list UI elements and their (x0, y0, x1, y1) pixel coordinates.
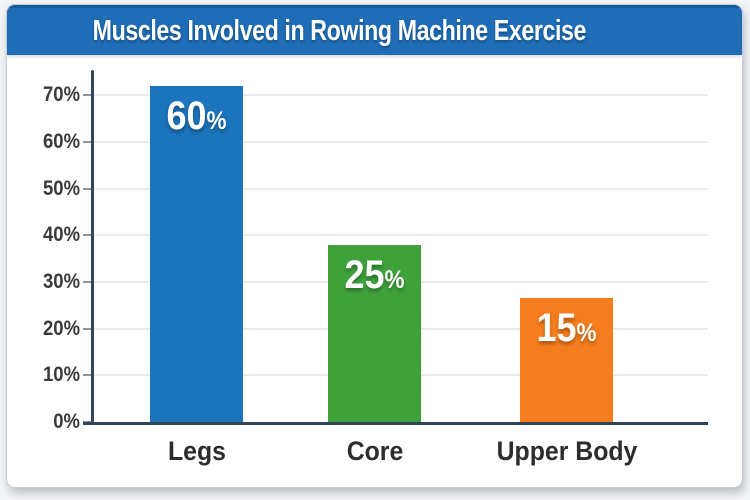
y-axis-label-30: 30% (43, 270, 80, 293)
y-tick-50 (83, 187, 94, 190)
bar-core: 25% (328, 244, 421, 422)
y-tick-70 (83, 94, 94, 97)
gridline-60 (94, 141, 708, 143)
x-axis-label-upper-body: Upper Body (496, 436, 637, 466)
y-axis-label-50: 50% (43, 176, 80, 200)
y-axis-line (91, 70, 94, 422)
bar-value-number: 15 (536, 306, 577, 351)
y-tick-10 (83, 374, 94, 377)
gridline-70 (94, 94, 708, 97)
y-axis-label-20: 20% (43, 316, 80, 340)
bar-upper-body: 15% (520, 298, 613, 422)
chart-title: Muscles Involved in Rowing Machine Exerc… (92, 15, 587, 47)
bar-chart-plot-area: 0% 10% 20% 30% 40% 50% 60% 70% 60% Legs 25% Core 15%… (43, 70, 708, 466)
bar-value-label-core: 25% (333, 253, 417, 298)
title-banner: Muscles Involved in Rowing Machine Exerc… (7, 5, 742, 55)
bar-value-percent-sign: % (576, 319, 597, 348)
y-axis-label-10: 10% (43, 363, 80, 387)
chart-card: Muscles Involved in Rowing Machine Exerc… (6, 4, 743, 488)
y-axis-label-60: 60% (43, 130, 80, 153)
bar-value-number: 60 (166, 94, 207, 139)
bar-value-number: 25 (344, 252, 385, 297)
bar-legs: 60% (150, 86, 243, 422)
x-axis-label-legs: Legs (167, 436, 226, 466)
bar-value-label-legs: 60% (155, 94, 239, 139)
x-axis-label-core: Core (346, 436, 403, 466)
y-tick-60 (83, 141, 94, 143)
gridline-50 (94, 187, 708, 190)
y-tick-40 (83, 234, 94, 237)
gridline-40 (94, 234, 708, 237)
y-axis-label-70: 70% (43, 83, 80, 107)
y-tick-30 (83, 281, 94, 283)
y-axis-label-0: 0% (53, 410, 80, 433)
x-axis-line (83, 422, 708, 425)
y-axis-label-40: 40% (43, 223, 80, 247)
y-tick-20 (83, 327, 94, 330)
bar-value-percent-sign: % (384, 265, 405, 294)
bar-value-percent-sign: % (206, 107, 227, 136)
bar-value-label-upper-body: 15% (525, 306, 609, 351)
